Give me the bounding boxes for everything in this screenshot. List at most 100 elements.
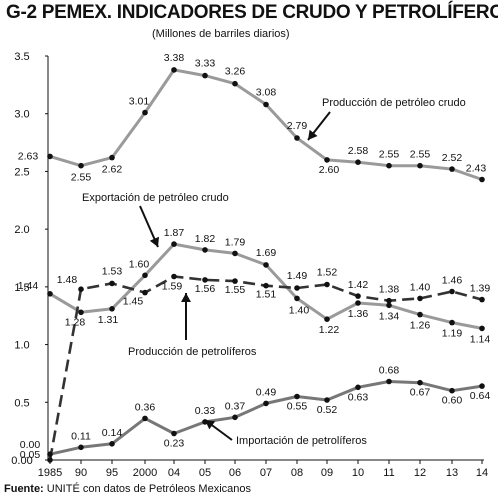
- chart-title-text: PEMEX. INDICADORES DE CRUDO Y PETROLÍFER…: [41, 2, 498, 23]
- annotation-arrow-head: [205, 420, 216, 430]
- data-label: 2.60: [319, 164, 340, 176]
- source-label: Fuente:: [4, 483, 44, 495]
- data-point: [386, 302, 392, 309]
- annotation-label: Producción de petrolíferos: [128, 346, 257, 358]
- data-label: 1.79: [225, 236, 246, 248]
- data-label: 1.26: [410, 320, 431, 332]
- y-tick-label: 1.5: [14, 282, 29, 294]
- data-point: [294, 295, 300, 302]
- data-point: [355, 300, 361, 306]
- data-point: [109, 280, 115, 287]
- data-label: 3.08: [256, 87, 277, 99]
- data-label: 2.58: [348, 145, 369, 157]
- x-tick-label: 08: [291, 467, 303, 479]
- source-note: Fuente: UNITÉ con datos de Petróleos Mex…: [4, 483, 251, 495]
- x-tick-label: 05: [199, 467, 211, 479]
- data-point: [294, 393, 300, 400]
- data-label: 1.28: [65, 316, 86, 328]
- data-point: [202, 277, 208, 283]
- data-label: 0.00: [20, 439, 41, 451]
- data-label: 3.33: [195, 58, 216, 70]
- data-label: 1.69: [256, 247, 277, 259]
- data-label: 2.43: [466, 163, 487, 175]
- y-tick-label: 1.0: [14, 340, 29, 352]
- data-label: 1.31: [98, 314, 119, 326]
- data-label: 1.40: [410, 281, 431, 293]
- data-point: [171, 241, 177, 247]
- x-tick-label: 90: [75, 467, 87, 479]
- annotation-arrow-head: [308, 129, 318, 140]
- data-label: 2.52: [442, 152, 463, 164]
- data-point: [232, 278, 238, 284]
- data-point: [142, 415, 148, 422]
- x-tick-label: 13: [446, 467, 458, 479]
- data-label: 1.82: [195, 233, 216, 245]
- data-point: [386, 162, 392, 169]
- data-point: [171, 273, 177, 280]
- y-tick-label: 2.0: [14, 224, 29, 236]
- x-tick-label: 06: [229, 467, 241, 479]
- annotation-label: Producción de petróleo crudo: [322, 97, 466, 109]
- x-tick-label: 2000: [133, 467, 157, 479]
- data-point: [417, 379, 423, 386]
- data-point: [142, 272, 148, 279]
- data-label: 2.62: [102, 164, 123, 176]
- data-point: [232, 80, 238, 87]
- data-label: 1.60: [129, 258, 150, 270]
- data-label: 1.55: [225, 284, 246, 296]
- data-point: [171, 67, 177, 73]
- data-label: 1.59: [162, 281, 183, 293]
- data-label: 1.40: [289, 304, 310, 316]
- data-point: [109, 306, 115, 312]
- data-label: 0.52: [317, 404, 338, 416]
- data-point: [232, 414, 238, 421]
- data-point: [78, 162, 84, 169]
- data-label: 1.48: [57, 274, 78, 286]
- y-tick-label: 0.5: [14, 397, 29, 409]
- data-point: [109, 441, 115, 447]
- y-tick-label: 3.0: [14, 109, 29, 121]
- data-label: 0.68: [379, 365, 400, 377]
- data-point: [449, 319, 455, 326]
- x-tick-label: 1985: [38, 467, 62, 479]
- data-point: [78, 444, 84, 451]
- data-label: 0.36: [135, 401, 156, 413]
- line-chart: 0.00 0.5 1.0 1.5 2.0 2.5 3.0 3.5 1985 90 95 2000 04 0…: [11, 51, 491, 479]
- chart-data-labels: 2.63 2.55 2.62 3.01 3.38 3.33 3.26 3.08 2.79 2.60…: [18, 52, 491, 461]
- data-point: [263, 262, 269, 268]
- data-label: 1.46: [442, 275, 463, 287]
- chart-title: G-2 PEMEX. INDICADORES DE CRUDO Y PETROL…: [6, 2, 498, 24]
- data-label: 0.05: [20, 449, 41, 461]
- data-label: 1.87: [164, 227, 185, 239]
- data-label: 0.37: [225, 400, 246, 412]
- data-label: 1.52: [317, 267, 338, 279]
- data-label: 0.33: [195, 405, 216, 417]
- annotation-arrow-head: [149, 236, 159, 247]
- data-point: [47, 153, 53, 160]
- y-tick-label: 3.5: [14, 51, 29, 63]
- data-point: [355, 384, 361, 391]
- chart-subtitle: (Millones de barriles diarios): [152, 28, 290, 40]
- data-label: 0.11: [71, 430, 91, 442]
- x-tick-label: 95: [106, 467, 118, 479]
- chart-annotations: Producción de petróleo crudo Exportación …: [82, 97, 466, 447]
- data-point: [355, 293, 361, 299]
- data-point: [324, 397, 330, 403]
- data-point: [479, 176, 485, 183]
- data-label: 1.22: [319, 324, 340, 336]
- data-point: [232, 250, 238, 257]
- data-label: 1.14: [470, 333, 491, 345]
- source-text: UNITÉ con datos de Petróleos Mexicanos: [46, 483, 252, 495]
- data-label: 2.55: [71, 172, 92, 184]
- data-label: 1.38: [379, 284, 400, 296]
- x-tick-label: 07: [260, 467, 272, 479]
- data-point: [479, 325, 485, 332]
- data-label: 1.49: [287, 270, 308, 282]
- data-point: [47, 457, 53, 463]
- data-point: [202, 72, 208, 79]
- data-point: [78, 286, 84, 293]
- data-point: [263, 101, 269, 108]
- x-tick-label: 14: [476, 467, 488, 479]
- x-tick-label: 09: [321, 467, 333, 479]
- data-label: 0.14: [102, 427, 123, 439]
